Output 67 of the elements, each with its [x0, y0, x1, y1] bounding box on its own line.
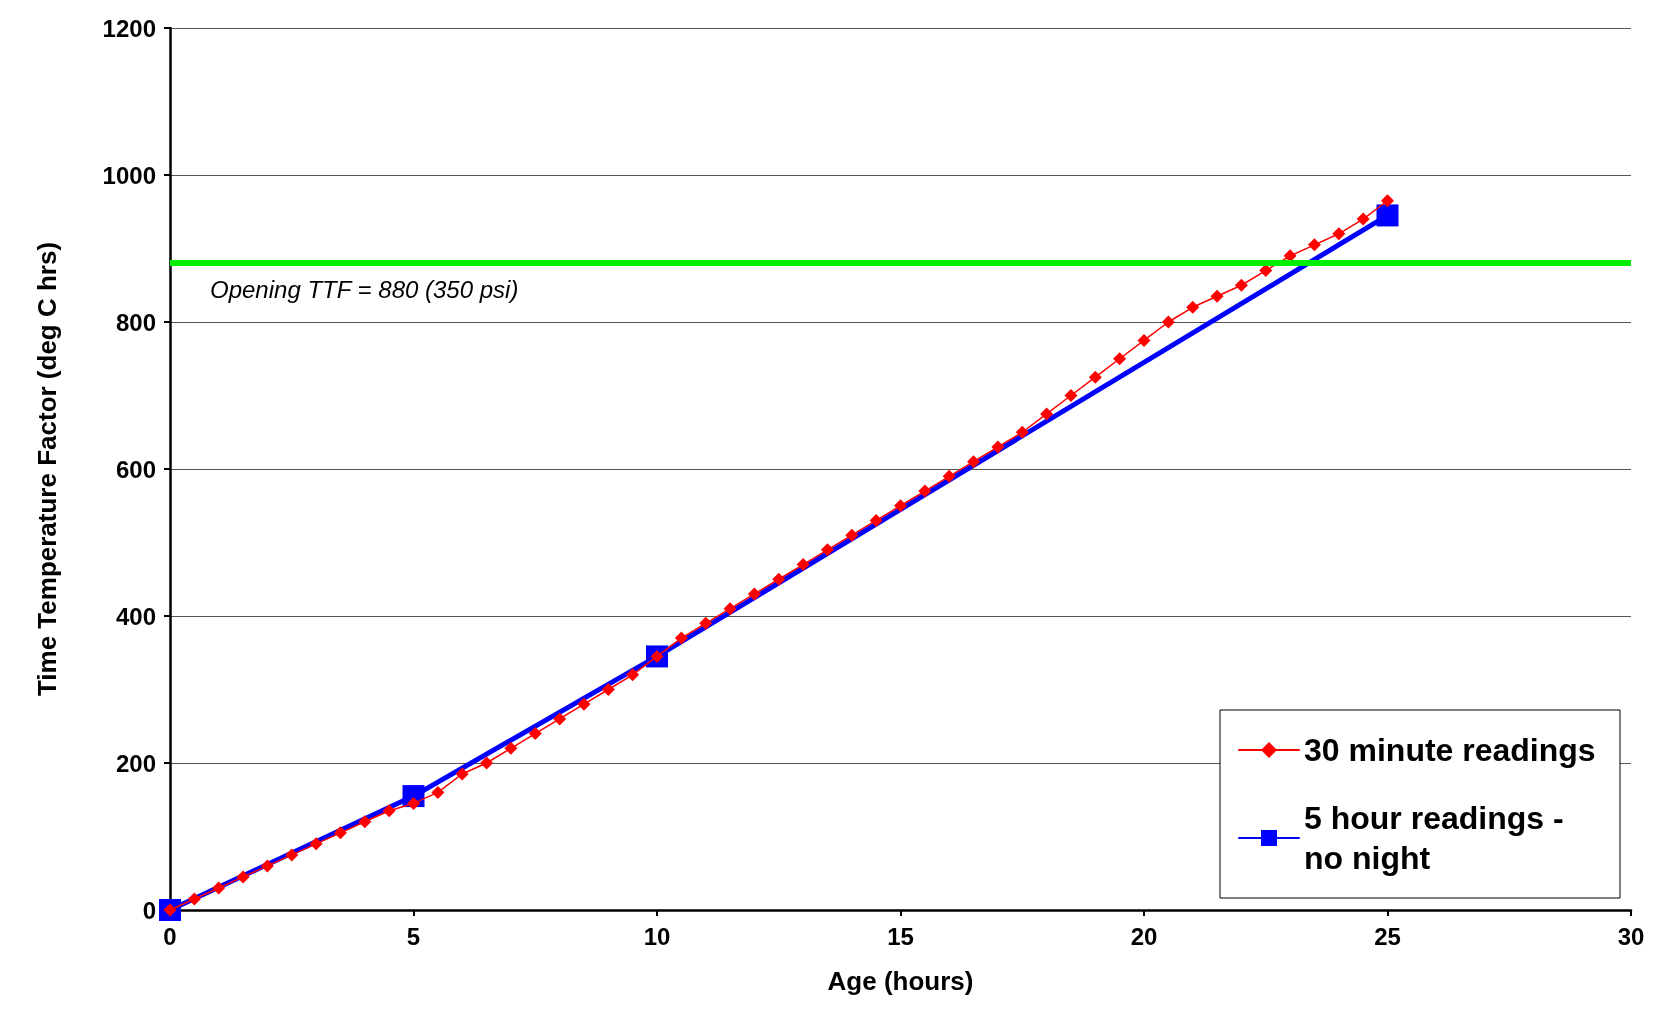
y-tick-label: 1200: [102, 14, 156, 42]
point: [772, 572, 786, 586]
point: [187, 892, 201, 906]
point: [796, 558, 810, 572]
x-tick-label: 0: [163, 922, 177, 950]
x-tick-label: 10: [643, 922, 671, 950]
point: [894, 499, 907, 513]
point: [1088, 370, 1102, 384]
point: [820, 543, 834, 557]
point: [991, 440, 1005, 454]
point: [1210, 289, 1224, 303]
y-axis-title: Time Temperature Factor (deg C hrs): [32, 241, 62, 697]
point: [967, 455, 981, 469]
point: [1137, 333, 1151, 347]
point: [236, 870, 250, 884]
x-tick-label: 5: [406, 922, 421, 950]
point: [1381, 194, 1394, 208]
point: [601, 683, 615, 696]
point: [845, 528, 859, 542]
point: [358, 815, 372, 829]
point: [431, 785, 445, 799]
y-tick-label: 1000: [102, 161, 156, 189]
y-tick-label: 200: [115, 749, 156, 777]
point: [723, 602, 737, 616]
point: [918, 484, 932, 498]
point: [504, 741, 518, 755]
y-tick-label: 600: [115, 455, 156, 483]
point: [1161, 315, 1175, 329]
point: [1040, 407, 1054, 421]
x-tick-label: 20: [1130, 922, 1158, 950]
point: [747, 587, 761, 601]
point: [480, 756, 494, 770]
point: [699, 616, 713, 630]
x-tick-label: 25: [1374, 922, 1401, 950]
point: [1015, 425, 1029, 439]
y-tick-label: 0: [142, 896, 156, 924]
point: [869, 513, 883, 527]
point: [1307, 238, 1321, 252]
point: [1259, 264, 1273, 278]
legend-label: 30 minute readings: [1304, 732, 1596, 768]
x-tick-label: 15: [887, 922, 914, 950]
x-tick-label: 30: [1617, 922, 1645, 950]
point: [626, 668, 640, 682]
legend-label: 5 hour readings - no night: [1304, 800, 1573, 876]
y-tick-label: 800: [115, 308, 156, 336]
point: [1064, 389, 1078, 402]
point: [212, 881, 226, 895]
point: [382, 804, 396, 818]
point: [1113, 352, 1127, 366]
point: [1186, 300, 1200, 314]
point: [1332, 227, 1346, 241]
point: [455, 767, 469, 781]
x-axis-title: Age (hours): [827, 966, 974, 996]
point: [553, 712, 567, 726]
point: [1234, 278, 1248, 292]
point: [942, 469, 956, 483]
point: [333, 826, 347, 840]
y-tick-label: 400: [115, 602, 156, 630]
point: [1356, 212, 1370, 226]
point: [528, 727, 542, 741]
point: [577, 697, 591, 711]
point: [285, 848, 299, 862]
point: [309, 837, 323, 851]
ref-line-label: Opening TTF = 880 (350 psi): [210, 275, 519, 303]
point: [260, 859, 274, 873]
point: [674, 631, 688, 645]
point: [1376, 204, 1399, 227]
